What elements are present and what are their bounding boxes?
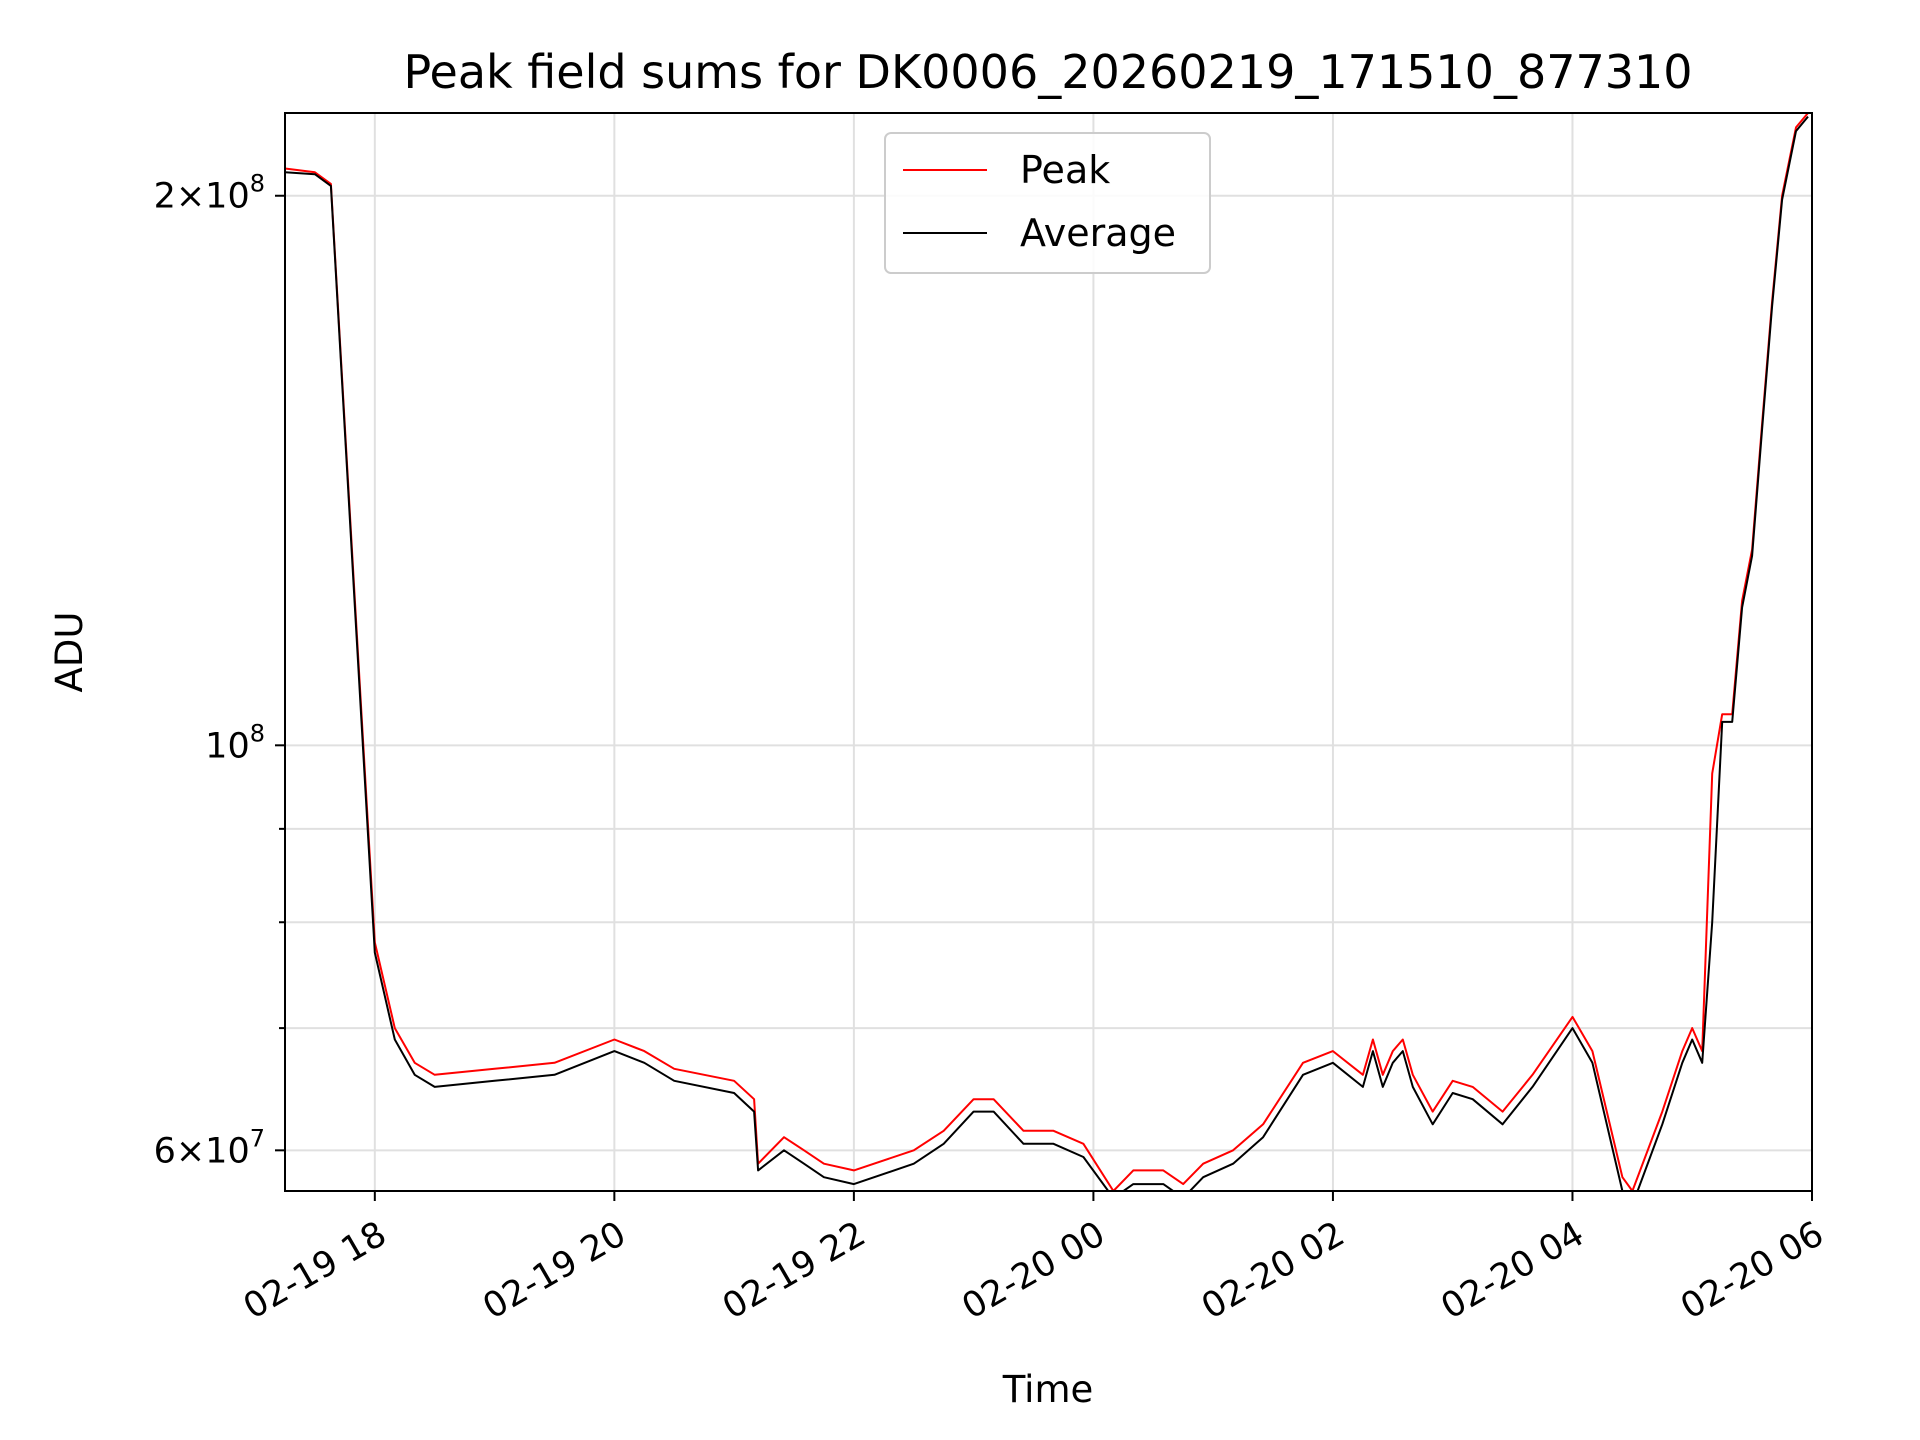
legend: Peak Average (884, 132, 1211, 274)
legend-box (884, 132, 1211, 274)
y-tick-label: 2×108 (154, 170, 265, 217)
plot-frame (284, 112, 1813, 1192)
x-axis-label: Time (1002, 1368, 1094, 1411)
series-lines (285, 113, 1809, 1191)
legend-label-average: Average (1020, 211, 1176, 255)
series-average-line (285, 115, 1809, 1191)
legend-label-peak: Peak (1020, 148, 1110, 192)
series-peak-line (285, 113, 1809, 1191)
y-axis-label: ADU (48, 612, 91, 693)
chart-title: Peak field sums for DK0006_20260219_1715… (403, 45, 1692, 99)
y-tick-label: 6×107 (154, 1124, 265, 1171)
